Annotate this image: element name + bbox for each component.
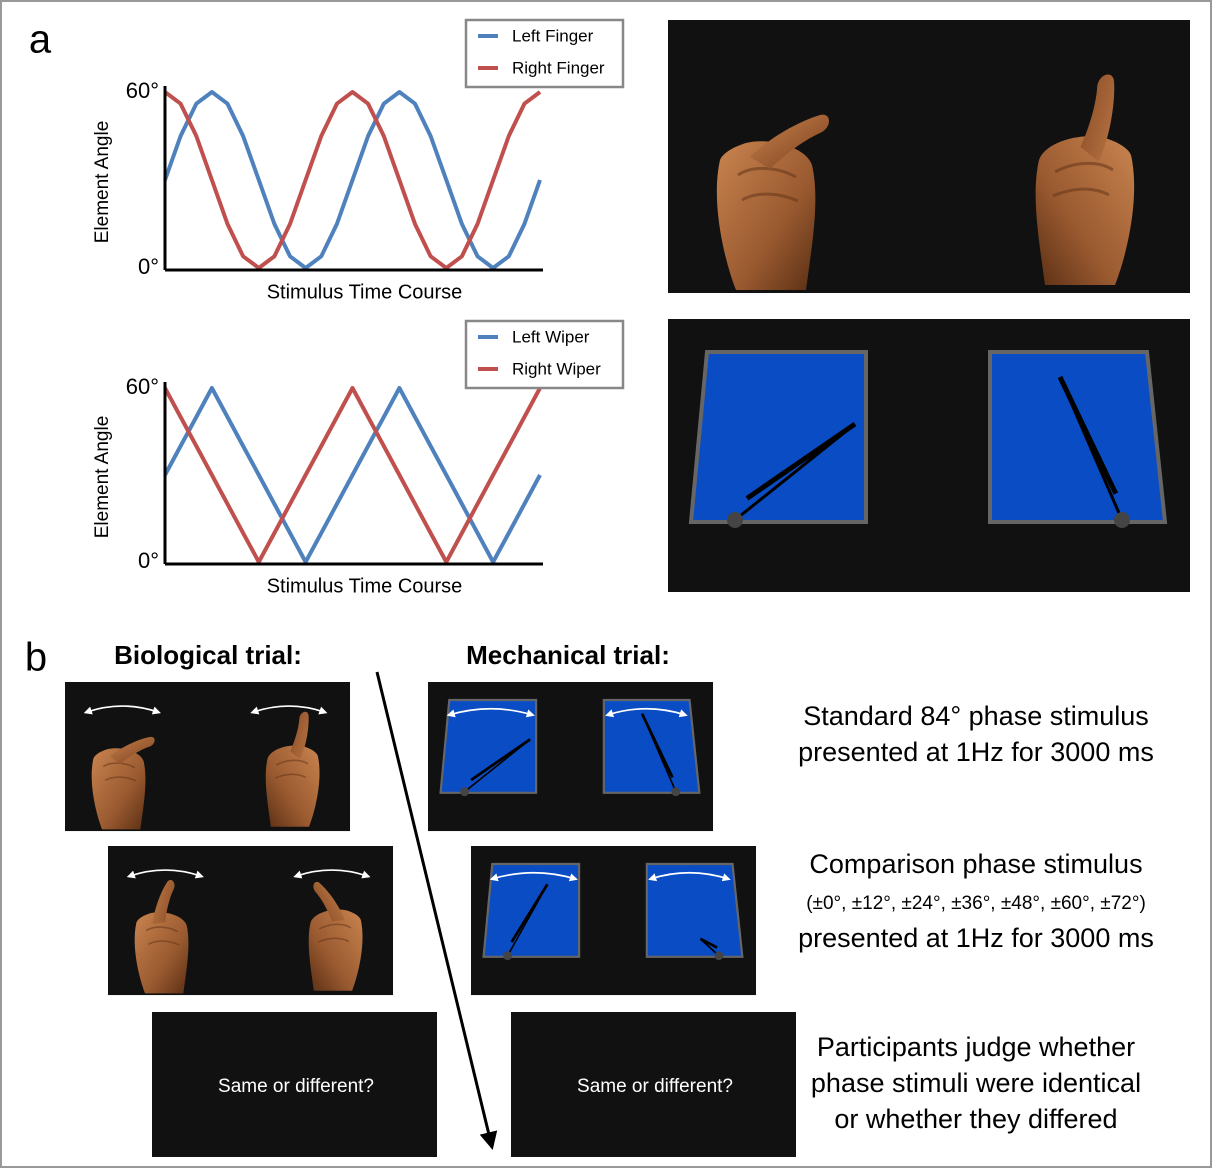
panel-label: b bbox=[25, 636, 47, 680]
step-description: presented at 1Hz for 3000 ms bbox=[798, 737, 1154, 767]
hand-palm bbox=[135, 912, 189, 993]
hand-palm bbox=[266, 745, 320, 826]
step-description: phase stimuli were identical bbox=[811, 1068, 1141, 1098]
trial-title: Biological trial: bbox=[114, 640, 302, 670]
wiper-scene bbox=[471, 846, 756, 995]
wiper-pivot bbox=[715, 951, 724, 960]
step-description: (±0°, ±12°, ±24°, ±36°, ±48°, ±60°, ±72°… bbox=[806, 893, 1146, 914]
response-prompt: Same or different? bbox=[577, 1076, 733, 1097]
legend-entry: Right Wiper bbox=[512, 359, 601, 378]
hand-palm bbox=[309, 909, 363, 990]
y-axis-label: Element Angle bbox=[92, 121, 113, 244]
wiper-pivot bbox=[503, 951, 512, 960]
legend-entry: Right Finger bbox=[512, 58, 605, 77]
wiper-pivot bbox=[672, 787, 681, 796]
x-axis-label: Stimulus Time Course bbox=[267, 575, 463, 597]
wiper-pivot bbox=[1114, 512, 1130, 528]
finger-scene bbox=[108, 846, 393, 995]
windshield bbox=[990, 352, 1165, 522]
wiper-scene bbox=[668, 319, 1190, 592]
x-axis-label: Stimulus Time Course bbox=[267, 281, 463, 303]
hand-palm bbox=[1036, 136, 1135, 285]
y-tick-label: 60° bbox=[126, 78, 159, 103]
panel-label: a bbox=[29, 18, 52, 62]
legend-entry: Left Wiper bbox=[512, 327, 590, 346]
wiper-scene bbox=[428, 682, 713, 831]
step-description: Participants judge whether bbox=[817, 1032, 1135, 1062]
step-description: presented at 1Hz for 3000 ms bbox=[798, 923, 1154, 953]
wiper-pivot bbox=[727, 512, 743, 528]
step-description: Standard 84° phase stimulus bbox=[803, 701, 1149, 731]
y-tick-label: 0° bbox=[138, 548, 159, 573]
response-prompt: Same or different? bbox=[218, 1076, 374, 1097]
y-axis-label: Element Angle bbox=[92, 416, 113, 539]
wiper-pivot bbox=[460, 787, 469, 796]
step-description: Comparison phase stimulus bbox=[809, 849, 1142, 879]
figure: a b 0° 60° Element Angle Stimulus Time Course… bbox=[0, 0, 1213, 1169]
trial-title: Mechanical trial: bbox=[466, 640, 670, 670]
legend-entry: Left Finger bbox=[512, 26, 594, 45]
y-tick-label: 0° bbox=[138, 254, 159, 279]
windshield bbox=[604, 700, 700, 793]
step-description: or whether they differed bbox=[834, 1104, 1117, 1134]
finger-scene bbox=[65, 682, 350, 831]
finger-scene bbox=[668, 20, 1190, 293]
windshield bbox=[647, 864, 743, 957]
y-tick-label: 60° bbox=[126, 374, 159, 399]
